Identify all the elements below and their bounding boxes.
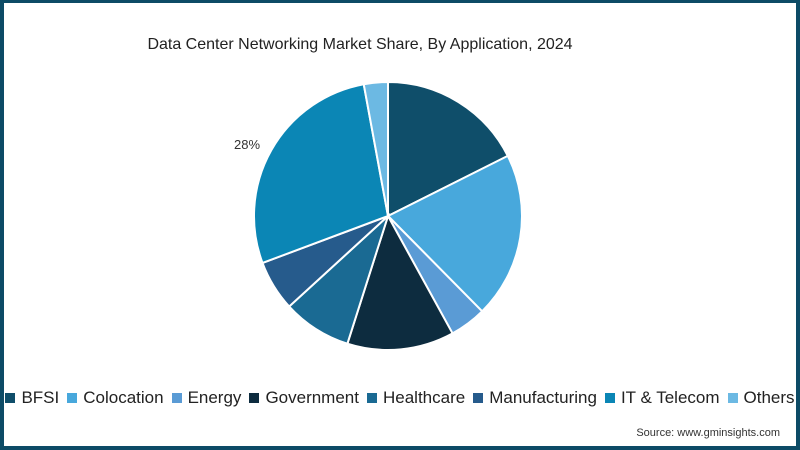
legend-swatch-icon <box>5 393 16 403</box>
legend-item-energy: Energy <box>171 388 241 408</box>
legend-item-colocation: Colocation <box>67 388 164 408</box>
pie-slice-government <box>346 213 454 351</box>
legend-item-manufacturing: Manufacturing <box>473 388 597 408</box>
legend-swatch-icon <box>171 393 182 403</box>
chart-title-text: Data Center Networking Market Share, By … <box>147 36 573 53</box>
legend-swatch-icon <box>249 393 260 403</box>
legend-swatch-icon <box>67 393 78 403</box>
legend-item-it-telecom: IT & Telecom <box>604 388 720 408</box>
legend: BFSI Colocation Energy Government Health… <box>0 388 800 408</box>
pie-slice-colocation <box>386 154 523 313</box>
chart-title: Data Center Networking Market Share, By … <box>0 36 760 54</box>
pie-slices <box>253 80 523 351</box>
source-text: Source: www.gminsights.com <box>636 427 780 439</box>
legend-swatch-icon <box>727 393 738 403</box>
it-telecom-percent-label: 28% <box>234 137 261 152</box>
pie-slice-others <box>362 80 389 217</box>
pie-slice-it-telecom <box>253 83 390 265</box>
legend-item-government: Government <box>249 388 359 408</box>
legend-swatch-icon <box>366 393 377 403</box>
legend-swatch-icon <box>473 393 484 403</box>
legend-swatch-icon <box>604 393 615 403</box>
legend-item-healthcare: Healthcare <box>366 388 465 408</box>
legend-item-bfsi: BFSI <box>5 388 59 408</box>
legend-item-others: Others <box>727 388 795 408</box>
pie-slice-bfsi <box>387 80 510 218</box>
